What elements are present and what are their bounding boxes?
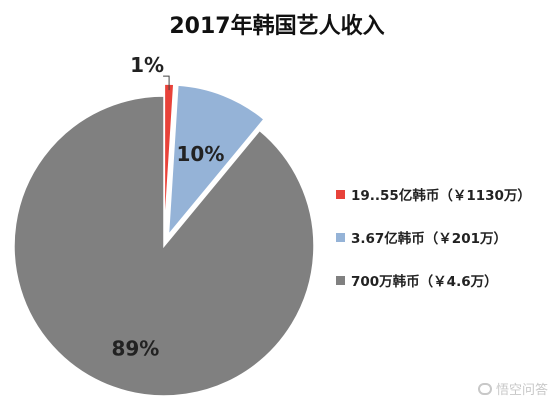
chart-title: 2017年韩国艺人收入 [169,14,385,39]
data-label-1: 10% [177,142,225,166]
leader-line-0 [163,75,170,91]
legend-label-0: 19..55亿韩币（￥1130万） [351,188,531,204]
legend-swatch-0 [336,189,345,199]
legend-item-1: 3.67亿韩币（￥201万） [336,228,531,247]
watermark: 悟空问答 [477,379,548,398]
legend-item-0: 19..55亿韩币（￥1130万） [336,185,531,204]
legend-label-2: 700万韩币（￥4.6万） [351,274,498,290]
legend-label-1: 3.67亿韩币（￥201万） [351,231,507,247]
watermark-text: 悟空问答 [495,383,548,398]
data-label-2: 89% [111,337,159,361]
pie-slice-2 [13,95,315,397]
data-label-0: 1% [130,53,164,77]
pie-slice-1 [167,84,266,238]
chart-legend: 19..55亿韩币（￥1130万） 3.67亿韩币（￥201万） 700万韩币（… [336,185,531,314]
legend-swatch-1 [336,232,345,242]
watermark-logo-icon [477,382,492,395]
legend-item-2: 700万韩币（￥4.6万） [336,271,531,290]
legend-swatch-2 [336,275,345,285]
